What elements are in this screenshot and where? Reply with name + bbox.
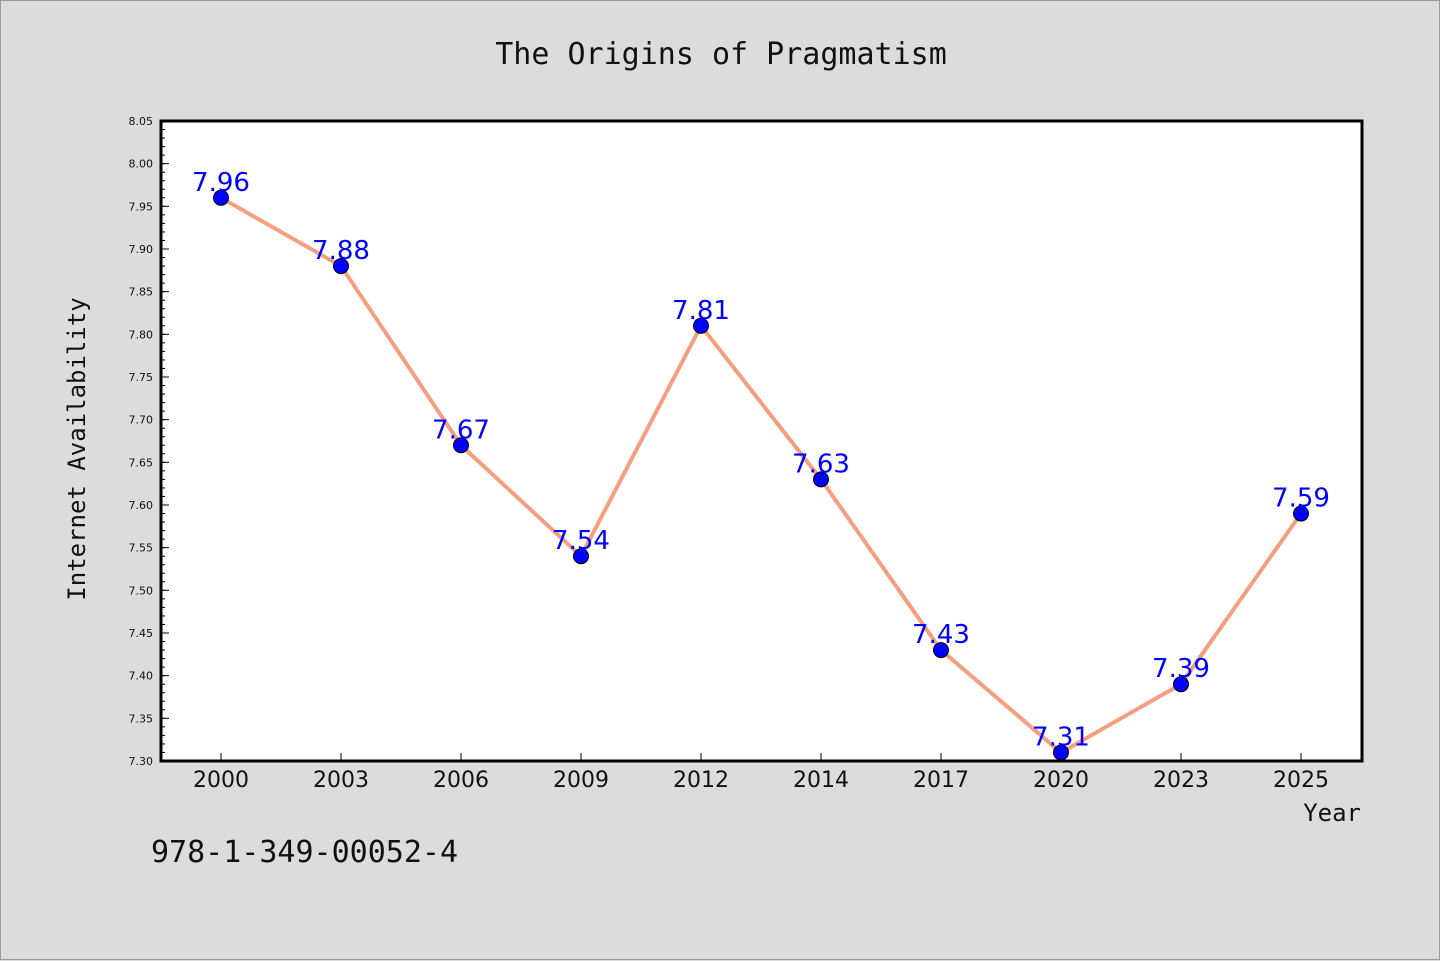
data-point-marker bbox=[933, 642, 949, 659]
x-tick-label: 2020 bbox=[1033, 768, 1089, 793]
data-point-label: 7.81 bbox=[672, 296, 730, 326]
data-point-label: 7.39 bbox=[1152, 654, 1210, 684]
data-point-label: 7.43 bbox=[912, 620, 970, 650]
data-point-marker bbox=[813, 471, 829, 488]
series-markers bbox=[213, 189, 1309, 761]
x-tick-label: 2006 bbox=[433, 768, 489, 793]
plot-area bbox=[159, 119, 1364, 763]
y-tick-label: 7.45 bbox=[129, 627, 154, 640]
x-axis-ticks: 2000 2003 2006 2009 2012 2014 2017 2020 2023 2025 bbox=[193, 753, 1329, 793]
data-point-label: 7.54 bbox=[552, 526, 610, 556]
y-tick-label: 7.55 bbox=[129, 542, 154, 555]
x-axis-title: Year bbox=[1303, 799, 1361, 827]
y-tick-label: 7.35 bbox=[129, 712, 154, 725]
data-point-marker bbox=[1173, 676, 1189, 693]
data-point-marker bbox=[333, 258, 349, 275]
data-point-marker bbox=[453, 437, 469, 454]
data-point-label: 7.59 bbox=[1272, 484, 1330, 514]
data-point-marker bbox=[573, 548, 589, 565]
data-point-label: 7.96 bbox=[192, 168, 250, 198]
y-tick-label: 7.40 bbox=[129, 670, 154, 683]
x-tick-label: 2012 bbox=[673, 768, 729, 793]
x-tick-label: 2025 bbox=[1273, 768, 1329, 793]
x-tick-label: 2009 bbox=[553, 768, 609, 793]
x-tick-label: 2014 bbox=[793, 768, 849, 793]
y-tick-label: 7.75 bbox=[129, 371, 154, 384]
data-point-marker bbox=[213, 189, 229, 206]
y-tick-label: 8.00 bbox=[129, 158, 154, 171]
isbn-identifier: 978-1-349-00052-4 bbox=[151, 835, 459, 870]
data-point-label: 7.67 bbox=[432, 415, 490, 445]
data-point-label: 7.31 bbox=[1032, 722, 1090, 752]
data-point-label: 7.88 bbox=[312, 236, 370, 266]
y-tick-label: 7.30 bbox=[129, 755, 154, 768]
y-tick-label: 7.50 bbox=[129, 584, 154, 597]
y-tick-label: 7.95 bbox=[129, 200, 154, 213]
data-point-marker bbox=[1053, 744, 1069, 761]
chart-title: The Origins of Pragmatism bbox=[495, 37, 947, 72]
x-tick-label: 2023 bbox=[1153, 768, 1209, 793]
x-tick-label: 2000 bbox=[193, 768, 249, 793]
data-point-marker bbox=[1293, 505, 1309, 522]
y-tick-label: 7.90 bbox=[129, 243, 154, 256]
y-tick-label: 8.05 bbox=[129, 115, 154, 128]
x-tick-label: 2017 bbox=[913, 768, 969, 793]
y-tick-label: 7.85 bbox=[129, 286, 154, 299]
x-tick-label: 2003 bbox=[313, 768, 369, 793]
data-labels: 7.96 7.88 7.67 7.54 7.81 7.63 7.43 7.31 7.39 7.59 bbox=[192, 168, 1330, 753]
y-axis-ticks: 7.30 7.35 7.40 7.45 7.50 7.55 7.60 7.65 7.70 7.75… bbox=[129, 115, 169, 768]
y-tick-label: 7.60 bbox=[129, 499, 154, 512]
y-tick-label: 7.80 bbox=[129, 328, 154, 341]
y-axis-title: Internet Availability bbox=[63, 297, 91, 600]
series-line bbox=[220, 196, 1303, 755]
data-point-label: 7.63 bbox=[792, 449, 850, 479]
data-point-marker bbox=[693, 317, 709, 334]
y-tick-label: 7.70 bbox=[129, 414, 154, 427]
y-tick-label: 7.65 bbox=[129, 456, 154, 469]
